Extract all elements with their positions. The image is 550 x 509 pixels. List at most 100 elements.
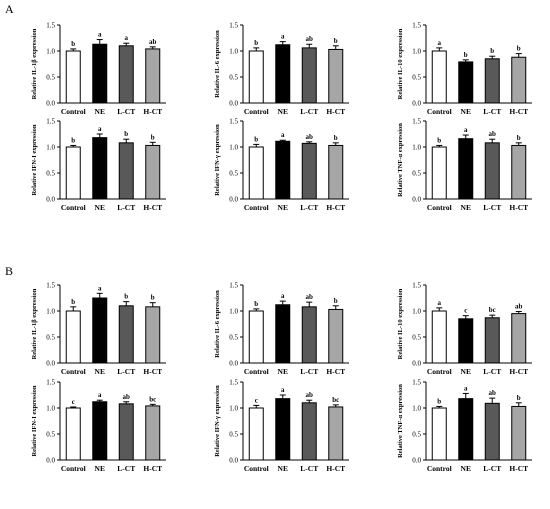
y-tick-label: 1.5 [412, 22, 421, 30]
y-tick-label: 1.5 [46, 22, 55, 30]
bar-ne [275, 44, 291, 104]
significance-label: b [151, 294, 155, 302]
y-tick-label: 1.0 [46, 48, 55, 56]
bar-l-ct [118, 305, 134, 364]
y-axis-label: Relative IL-10 expression [397, 288, 404, 359]
bar-h-ct [328, 48, 344, 104]
bar-l-ct [118, 45, 134, 104]
x-tick-label: NE [95, 203, 105, 212]
x-tick-label: Control [244, 464, 269, 473]
y-tick-label: 0.5 [412, 334, 421, 342]
significance-label: bc [149, 395, 156, 403]
bar-h-ct [328, 144, 344, 200]
y-axis-label: Relative TNF-α expression [397, 384, 404, 458]
bar-h-ct [145, 48, 161, 104]
bar-h-ct [511, 144, 527, 200]
bar-control [431, 310, 447, 364]
chart-7: 0.0 0.5 1.0 1.5 Relative IL-1β expression b Co… [31, 282, 166, 376]
significance-label: ab [306, 133, 314, 141]
x-tick-label: L-CT [300, 367, 318, 376]
x-tick-label: L-CT [300, 203, 318, 212]
y-tick-label: 0.0 [229, 196, 238, 204]
significance-label: a [438, 299, 442, 307]
significance-label: ab [306, 293, 314, 301]
significance-label: a [464, 126, 468, 134]
bar-control [431, 50, 447, 104]
y-tick-label: 0.0 [229, 457, 238, 465]
chart-8: 0.0 0.5 1.0 1.5 Relative IL-6 expression b Con… [214, 282, 349, 376]
y-tick-label: 1.0 [229, 405, 238, 413]
x-tick-label: NE [278, 464, 288, 473]
x-tick-label: L-CT [483, 464, 501, 473]
significance-label: ab [123, 393, 131, 401]
x-tick-label: L-CT [483, 367, 501, 376]
x-tick-label: Control [244, 367, 269, 376]
x-tick-label: NE [461, 464, 471, 473]
significance-label: b [490, 47, 494, 55]
bar-ne [92, 297, 108, 364]
y-tick-label: 0.5 [229, 334, 238, 342]
charts-group: 0.0 0.5 1.0 1.5 Relative IL-1β expression b Co… [31, 22, 532, 473]
bar-l-ct [484, 317, 500, 364]
bar-control [248, 310, 264, 364]
y-tick-label: 0.5 [46, 170, 55, 178]
bar-l-ct [118, 142, 134, 200]
chart-3: 0.0 0.5 1.0 1.5 Relative IL-10 expression a Co… [397, 22, 532, 116]
significance-label: b [151, 133, 155, 141]
x-tick-label: H-CT [326, 464, 345, 473]
x-tick-label: NE [278, 367, 288, 376]
y-tick-label: 1.5 [229, 379, 238, 387]
bar-control [431, 407, 447, 461]
bar-control [65, 50, 81, 104]
significance-label: b [464, 51, 468, 59]
y-axis-label: Relative IL-1β expression [31, 28, 38, 99]
x-tick-label: H-CT [326, 367, 345, 376]
significance-label: b [517, 45, 521, 53]
x-tick-label: Control [61, 203, 86, 212]
significance-label: b [517, 134, 521, 142]
y-tick-label: 1.0 [46, 405, 55, 413]
y-axis-label: Relative IL-10 expression [397, 28, 404, 99]
y-tick-label: 0.0 [46, 360, 55, 368]
significance-label: bc [489, 306, 496, 314]
chart-1: 0.0 0.5 1.0 1.5 Relative IL-1β expression b Co… [31, 22, 166, 116]
x-tick-label: Control [61, 464, 86, 473]
significance-label: a [98, 125, 102, 133]
y-axis-label: Relative TNF-α expression [397, 123, 404, 197]
bar-ne [275, 398, 291, 461]
significance-label: b [71, 298, 75, 306]
bar-l-ct [301, 306, 317, 364]
y-tick-label: 1.0 [412, 48, 421, 56]
x-tick-label: H-CT [326, 203, 345, 212]
bar-control [65, 407, 81, 461]
x-tick-label: L-CT [117, 464, 135, 473]
significance-label: b [71, 40, 75, 48]
panel-letter-b: B [5, 264, 13, 278]
y-axis-label: Relative IL-6 expression [214, 290, 221, 358]
x-tick-label: NE [95, 107, 105, 116]
x-tick-label: NE [95, 464, 105, 473]
x-tick-label: L-CT [117, 107, 135, 116]
bar-ne [275, 140, 291, 200]
y-tick-label: 0.0 [229, 100, 238, 108]
y-tick-label: 1.0 [412, 144, 421, 152]
chart-5: 0.0 0.5 1.0 1.5 Relative IFN-γ expression b Co… [214, 118, 349, 212]
significance-label: b [437, 136, 441, 144]
bar-ne [458, 398, 474, 461]
y-tick-label: 1.0 [46, 308, 55, 316]
significance-label: ab [306, 391, 314, 399]
y-tick-label: 0.0 [412, 100, 421, 108]
x-tick-label: Control [427, 203, 452, 212]
y-axis-label: Relative IFN-γ expression [214, 124, 221, 196]
bar-control [65, 146, 81, 200]
significance-label: c [72, 398, 75, 406]
x-tick-label: NE [278, 203, 288, 212]
y-tick-label: 1.0 [412, 308, 421, 316]
significance-label: a [98, 391, 102, 399]
y-tick-label: 0.5 [412, 431, 421, 439]
bar-ne [458, 318, 474, 364]
bar-control [248, 146, 264, 200]
significance-label: ab [489, 389, 497, 397]
significance-label: a [281, 386, 285, 394]
x-tick-label: NE [461, 367, 471, 376]
